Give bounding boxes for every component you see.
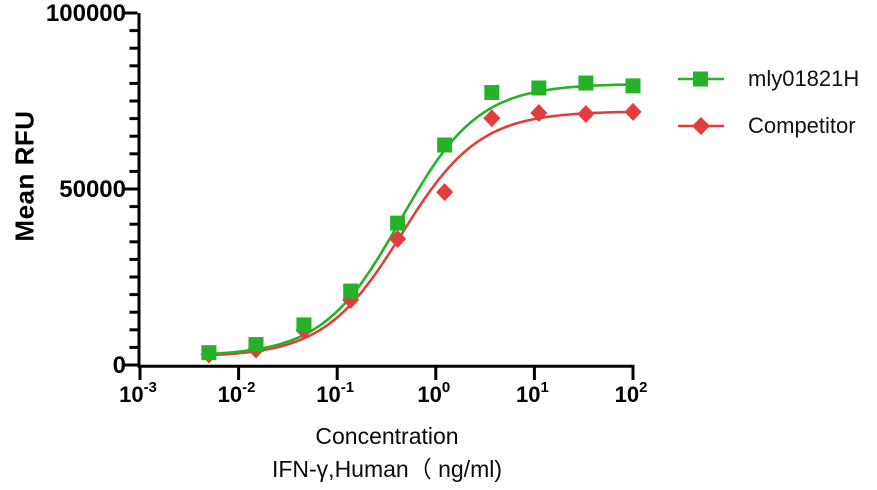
x-tick-label: 10-1 (316, 379, 354, 407)
data-point-diamond (436, 183, 454, 202)
data-point-diamond (483, 109, 501, 128)
legend: mly01821H Competitor (678, 66, 859, 139)
series-points-mly01821H (201, 75, 641, 361)
y-tick-label: 0 (113, 352, 126, 379)
data-point-square (484, 85, 500, 101)
y-axis-ticks: 0 50000 100000 (46, 0, 138, 379)
data-point-diamond (577, 105, 595, 124)
x-axis-ticks: 10-3 10-2 10-1 100 101 102 (119, 367, 648, 407)
x-tick-label: 10-2 (218, 379, 256, 407)
legend-item-competitor: Competitor (678, 113, 859, 139)
axes (137, 13, 635, 368)
data-point-square (248, 337, 264, 353)
series-points-Competitor (200, 102, 642, 364)
data-point-square (343, 283, 359, 299)
x-tick-label: 100 (417, 379, 450, 407)
x-axis-title-line1: Concentration (315, 423, 459, 449)
y-tick-label: 100000 (46, 0, 126, 27)
legend-marker-square-icon (678, 71, 724, 87)
x-tick-label: 10-3 (119, 379, 157, 407)
data-point-square (296, 317, 312, 333)
legend-label: mly01821H (748, 66, 860, 91)
legend-marker-diamond-icon (678, 117, 724, 135)
fit-curve-mly01821H (207, 83, 635, 356)
x-tick-label: 102 (615, 379, 648, 407)
data-point-square (578, 75, 594, 91)
data-point-square (531, 80, 547, 96)
data-point-diamond (389, 229, 407, 248)
legend-item-mly01821H: mly01821H (678, 66, 859, 92)
data-point-square (437, 137, 453, 153)
y-tick-label: 50000 (59, 176, 126, 203)
data-point-diamond (624, 102, 642, 121)
data-point-square (625, 78, 641, 94)
legend-label: Competitor (748, 113, 856, 138)
data-point-diamond (530, 103, 548, 122)
x-tick-label: 101 (516, 379, 549, 407)
fit-curve-Competitor (207, 110, 635, 357)
data-point-square (201, 345, 217, 361)
y-axis-title: Mean RFU (9, 110, 40, 242)
x-axis-title-line2: IFN-γ,Human（ ng/ml) (271, 456, 503, 482)
data-point-square (390, 215, 406, 231)
